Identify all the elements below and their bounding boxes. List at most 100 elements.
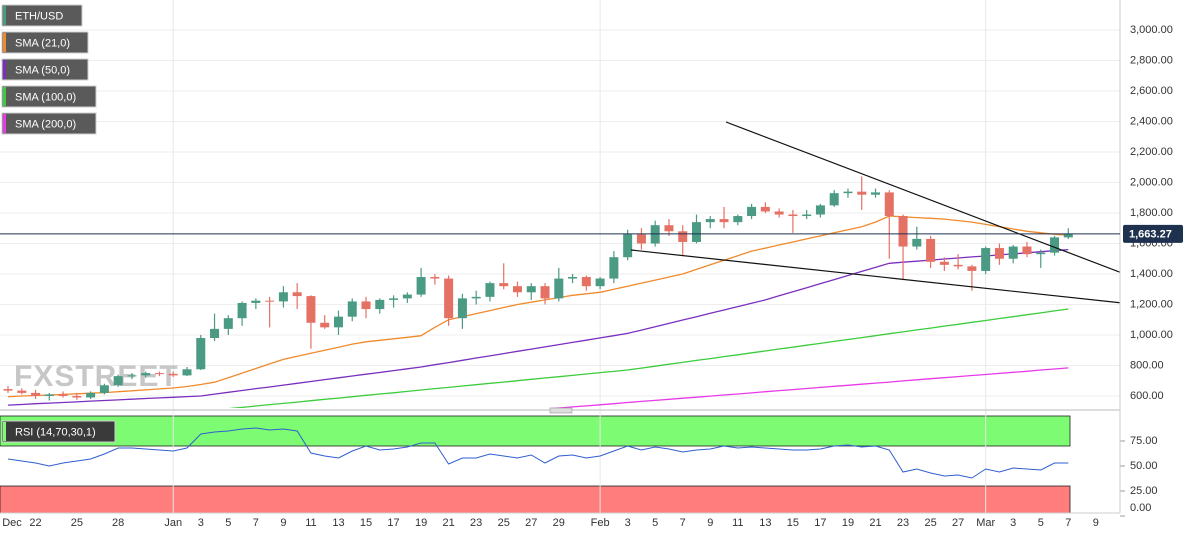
x-tick-label: 17 (387, 517, 399, 529)
candle-body (994, 248, 1004, 259)
x-tick-label: 5 (652, 517, 658, 529)
y-tick-label: 3,000.00 (1130, 24, 1173, 36)
y-tick-label: 2,000.00 (1130, 176, 1173, 188)
candle-body (251, 300, 261, 303)
sma-layer (7, 215, 1069, 408)
candle-body (154, 373, 164, 375)
candle-body (526, 286, 536, 293)
x-tick-label: Feb (591, 517, 610, 529)
x-tick-label: 27 (952, 517, 964, 529)
candle-body (609, 257, 619, 279)
y-tick-label: 1,800.00 (1130, 207, 1173, 219)
candle-body (898, 216, 908, 247)
legend-swatch (3, 422, 6, 441)
candle-body (223, 318, 233, 329)
x-tick-label: 25 (924, 517, 936, 529)
series-line (7, 427, 1069, 479)
candle-body (44, 394, 54, 396)
legend-swatch (3, 33, 6, 52)
x-tick-label: 22 (29, 517, 41, 529)
x-tick-label: 5 (1038, 517, 1044, 529)
x-tick-label: 21 (443, 517, 455, 529)
candle-body (31, 392, 41, 396)
legend-swatch (3, 60, 6, 79)
legend-swatch (3, 6, 6, 25)
y-tick-label: 2,600.00 (1130, 85, 1173, 97)
candle-body (265, 300, 275, 302)
candle-body (1008, 246, 1018, 259)
x-tick-label: 5 (225, 517, 231, 529)
y-tick-label: 50.00 (1130, 460, 1158, 472)
candle-body (375, 299, 385, 310)
candle-body (512, 286, 522, 293)
candle-body (926, 238, 936, 262)
candle-body (664, 225, 674, 232)
x-tick-label: 13 (759, 517, 771, 529)
legend-box (1, 58, 89, 81)
series-line (227, 308, 1069, 408)
legend-label: SMA (21,0) (15, 37, 70, 49)
candle-body (72, 395, 82, 398)
candle-body (1022, 246, 1032, 255)
x-tick-label: 3 (1010, 517, 1016, 529)
legend-label: ETH/USD (15, 10, 63, 22)
series-line (7, 248, 1069, 406)
legend-box (1, 31, 89, 54)
x-tick-label: 23 (470, 517, 482, 529)
x-tick-label: Jan (164, 517, 182, 529)
candle-body (981, 248, 991, 271)
x-tick-label: 9 (1093, 517, 1099, 529)
x-tick-label: 13 (332, 517, 344, 529)
trendline (630, 249, 1120, 304)
x-tick-label: 29 (553, 517, 565, 529)
x-tick-label: 9 (707, 517, 713, 529)
trendlines (630, 121, 1120, 304)
candle-body (278, 292, 288, 302)
candle-body (210, 328, 220, 339)
candle-body (485, 283, 495, 297)
x-tick-label: 3 (198, 517, 204, 529)
y-tick-label: 600.00 (1130, 390, 1164, 402)
candle-body (471, 296, 481, 299)
y-tick-label: 1,000.00 (1130, 329, 1173, 341)
candle-body (1036, 252, 1046, 255)
candle-body (623, 234, 633, 258)
candle-body (1050, 237, 1060, 253)
candle-body (733, 216, 743, 223)
candle-body (815, 205, 825, 215)
x-tick-label: 28 (112, 517, 124, 529)
x-tick-label: 7 (680, 517, 686, 529)
legend-label: RSI (14,70,30,1) (15, 426, 96, 438)
candle-body (402, 294, 412, 299)
candle-body (499, 283, 509, 287)
candle-body (430, 277, 440, 279)
y-tick-label: 2,800.00 (1130, 54, 1173, 66)
candle-body (939, 261, 949, 265)
x-tick-label: 27 (525, 517, 537, 529)
rsi-layer (7, 427, 1069, 479)
candle-body (884, 192, 894, 217)
y-tick-label: 75.00 (1130, 435, 1158, 447)
under-layer: FXSTREET (0, 0, 1125, 517)
x-tick-label: 15 (787, 517, 799, 529)
candle-body (168, 373, 178, 376)
candle-body (58, 394, 68, 396)
y-tick-label: 800.00 (1130, 359, 1164, 371)
candle-body (692, 222, 701, 242)
candle-body (568, 277, 578, 279)
x-tick-label: 11 (305, 517, 316, 529)
y-tick-label: 0.00 (1130, 502, 1151, 514)
candle-body (554, 278, 564, 299)
x-tick-label: 23 (897, 517, 909, 529)
resize-grip[interactable] (549, 407, 573, 414)
rsi-band (0, 485, 1071, 514)
candle-body (829, 193, 839, 206)
x-tick-label: 3 (625, 517, 631, 529)
x-tick-label: 11 (732, 517, 743, 529)
y-tick-label: 2,400.00 (1130, 115, 1173, 127)
candle-body (953, 264, 963, 267)
last-price-label: 1,663.27 (1129, 229, 1172, 241)
candle-body (113, 376, 123, 386)
candle-body (416, 277, 426, 295)
